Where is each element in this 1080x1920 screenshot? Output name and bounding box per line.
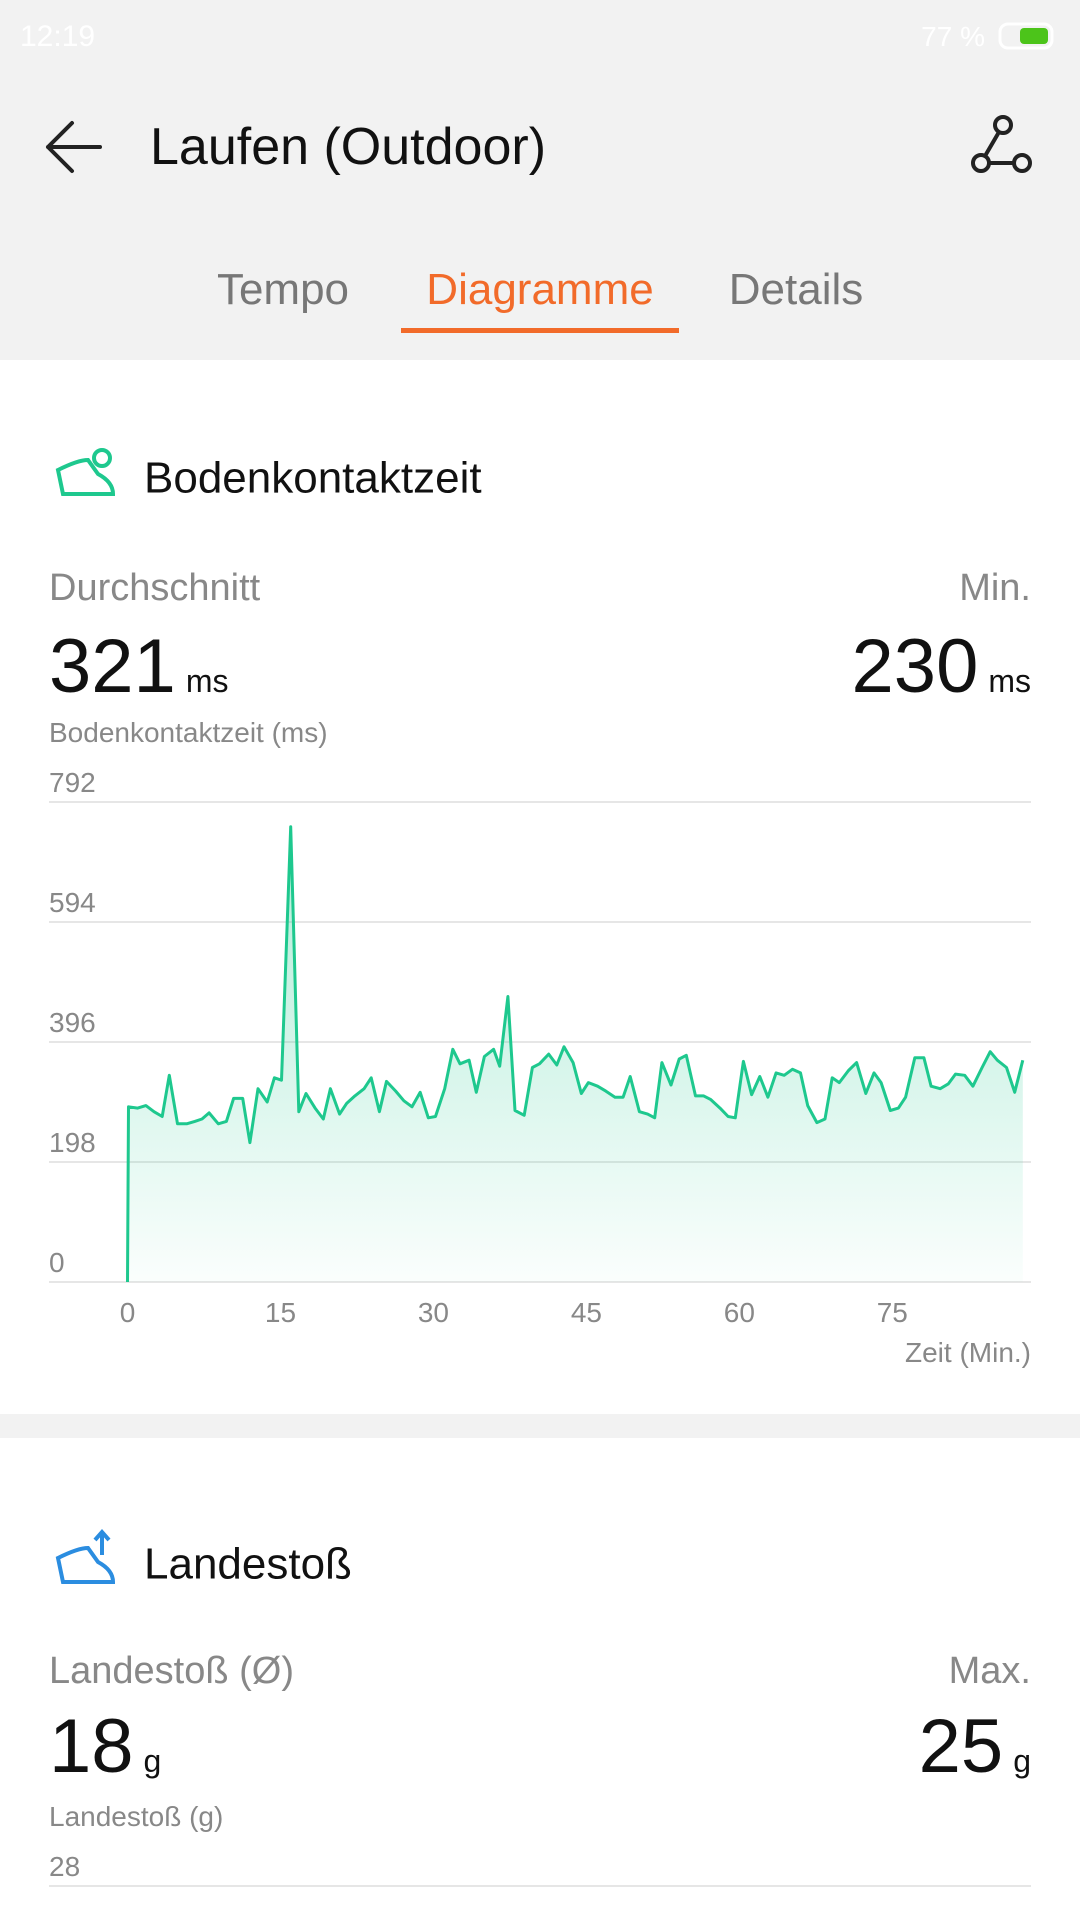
section-title: Bodenkontaktzeit (144, 454, 482, 503)
x-tick-label: 75 (877, 1297, 908, 1328)
stat-label: Min. (959, 567, 1031, 609)
x-tick-label: 30 (418, 1297, 449, 1328)
y-tick-label: 792 (49, 767, 96, 798)
y-tick-label: 594 (49, 887, 96, 918)
data-line (126, 825, 1025, 1283)
sections: Bodenkontaktzeit Durchschnitt 321 ms Min. 230… (49, 454, 1031, 1789)
stat-number: 18 (49, 1704, 134, 1789)
stat-number: 321 (49, 624, 176, 709)
header-bg (0, 0, 1080, 360)
stat-value: 321 ms (49, 624, 228, 709)
stat-number: 230 (852, 624, 979, 709)
x-tick-label: 60 (724, 1297, 755, 1328)
x-tick-label: 0 (120, 1297, 136, 1328)
stat-label: Landestoß (Ø) (49, 1650, 294, 1692)
contact-icon (55, 448, 116, 496)
route-button[interactable] (971, 115, 1032, 173)
stat-value: 25 g (919, 1704, 1031, 1789)
stat-value: 230 ms (852, 624, 1031, 709)
chart-label: Landestoß (g) (49, 1801, 223, 1832)
stat-unit: g (144, 1743, 162, 1779)
status-time: 12:19 (20, 20, 95, 53)
stat-unit: g (1013, 1743, 1031, 1779)
tab[interactable]: Details (729, 265, 864, 314)
stat-value: 18 g (49, 1704, 161, 1789)
area-fill (127, 826, 1023, 1282)
section-gap (0, 1414, 1080, 1438)
x-tick-label: 45 (571, 1297, 602, 1328)
stat-number: 25 (919, 1704, 1004, 1789)
tab[interactable]: Tempo (217, 265, 349, 314)
tab-indicator (401, 328, 679, 333)
y-tick-label: 0 (49, 1247, 65, 1278)
x-tick-label: 15 (265, 1297, 296, 1328)
y-tick-label: 28 (49, 1851, 80, 1882)
back-button[interactable] (46, 121, 102, 173)
section-title: Landestoß (144, 1540, 352, 1589)
stat-unit: ms (988, 663, 1031, 699)
y-tick-label: 198 (49, 1127, 96, 1158)
tab[interactable]: Diagramme (426, 265, 653, 314)
x-axis-label: Zeit (Min.) (905, 1337, 1031, 1368)
battery-level (1020, 28, 1048, 44)
chart-label: Bodenkontaktzeit (ms) (49, 717, 328, 748)
tabs: Tempo Diagramme Details (217, 265, 863, 333)
status-battery: 77 % (921, 21, 985, 52)
stat-label: Max. (949, 1650, 1031, 1692)
battery-icon (998, 22, 1054, 50)
stat-label: Durchschnitt (49, 567, 261, 609)
header-title: Laufen (Outdoor) (150, 118, 546, 176)
y-tick-label: 396 (49, 1007, 96, 1038)
stat-unit: ms (186, 663, 229, 699)
impact-icon (55, 1528, 116, 1584)
